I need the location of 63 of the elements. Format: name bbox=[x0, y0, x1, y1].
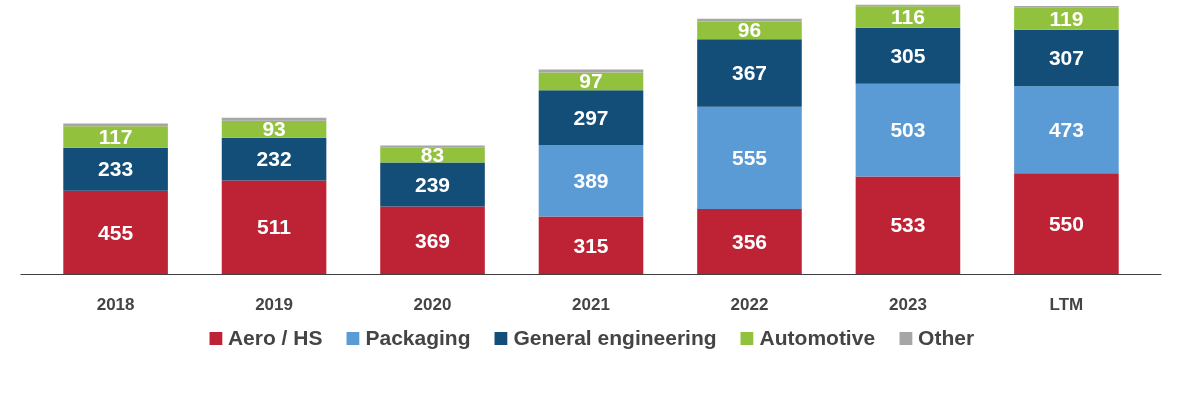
data-label: 369 bbox=[415, 228, 451, 252]
data-label: 232 bbox=[256, 147, 292, 171]
bar bbox=[63, 126, 168, 148]
bar bbox=[221, 137, 327, 181]
bar bbox=[63, 147, 168, 191]
data-label: 356 bbox=[731, 229, 767, 253]
bar bbox=[380, 147, 485, 163]
data-label: 550 bbox=[1048, 211, 1084, 235]
legend-label: Other bbox=[918, 326, 975, 350]
data-label: 307 bbox=[1048, 45, 1084, 69]
bar bbox=[538, 216, 644, 275]
data-label: 533 bbox=[890, 213, 926, 237]
x-tick-label: LTM bbox=[1049, 294, 1084, 314]
data-label: 367 bbox=[731, 61, 767, 85]
data-label: 93 bbox=[262, 117, 286, 141]
x-tick-label: 2020 bbox=[413, 294, 452, 314]
bar bbox=[538, 72, 644, 91]
data-label: 239 bbox=[415, 172, 451, 196]
bar bbox=[380, 162, 485, 207]
data-label: 233 bbox=[98, 157, 134, 181]
bar bbox=[538, 69, 644, 73]
x-tick-label: 2019 bbox=[255, 294, 293, 314]
bar bbox=[855, 176, 961, 275]
bar bbox=[1014, 86, 1119, 174]
x-tick-label: 2018 bbox=[96, 294, 135, 314]
data-label: 511 bbox=[257, 215, 292, 239]
data-label: 119 bbox=[1049, 6, 1084, 30]
bar bbox=[63, 190, 168, 275]
data-label: 116 bbox=[891, 5, 925, 29]
bar bbox=[697, 39, 802, 107]
data-label: 305 bbox=[890, 43, 926, 67]
x-tick-label: 2023 bbox=[889, 294, 927, 314]
bar bbox=[538, 144, 644, 217]
x-tick-label: 2022 bbox=[730, 294, 769, 314]
bar bbox=[221, 180, 327, 275]
bar bbox=[1014, 29, 1119, 87]
legend-label: Aero / HS bbox=[227, 326, 323, 350]
legend-label: Automotive bbox=[759, 326, 876, 350]
data-label: 117 bbox=[98, 125, 133, 149]
x-tick-label: 2021 bbox=[572, 294, 610, 314]
bar bbox=[221, 117, 327, 121]
bar bbox=[697, 18, 802, 22]
bar bbox=[697, 208, 802, 275]
data-label: 389 bbox=[573, 168, 609, 192]
data-label: 503 bbox=[890, 118, 926, 142]
data-label: 315 bbox=[573, 233, 609, 257]
data-label: 297 bbox=[573, 105, 609, 129]
legend-label: General engineering bbox=[513, 326, 717, 350]
bar bbox=[538, 90, 644, 145]
bar bbox=[63, 123, 168, 127]
data-label: 455 bbox=[98, 220, 134, 244]
bar bbox=[1014, 173, 1119, 275]
bar bbox=[855, 83, 961, 177]
data-label: 97 bbox=[579, 69, 603, 93]
data-label: 83 bbox=[420, 142, 445, 166]
bar bbox=[697, 106, 802, 209]
data-label: 555 bbox=[731, 145, 768, 169]
bar bbox=[855, 27, 961, 84]
data-label: 473 bbox=[1048, 117, 1084, 141]
legend-label: Packaging bbox=[365, 326, 471, 350]
bar bbox=[380, 206, 485, 275]
data-label: 96 bbox=[737, 18, 762, 42]
bar bbox=[855, 6, 961, 28]
